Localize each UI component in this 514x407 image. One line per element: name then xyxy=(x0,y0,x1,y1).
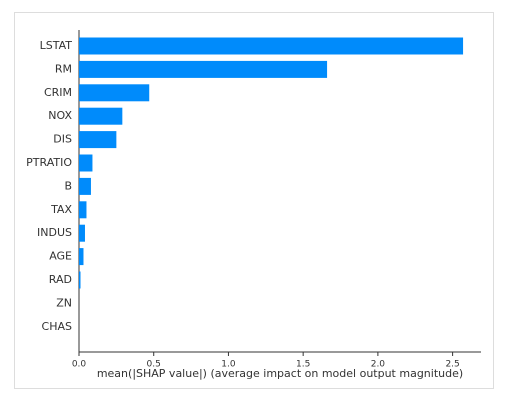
x-tick-label: 0.5 xyxy=(147,360,161,370)
y-tick-label: TAX xyxy=(50,203,72,216)
y-tick-label: CRIM xyxy=(44,86,72,99)
x-tick-label: 1.5 xyxy=(296,360,310,370)
x-tick-label: 2.0 xyxy=(371,360,386,370)
bar xyxy=(79,224,85,242)
y-tick-label: CHAS xyxy=(42,320,72,333)
x-tick-label: 2.5 xyxy=(445,360,459,370)
bar xyxy=(79,248,84,266)
bar xyxy=(79,154,93,172)
y-tick-label: AGE xyxy=(49,250,72,263)
bar xyxy=(79,131,117,149)
x-tick-label: 0.0 xyxy=(72,360,87,370)
bar xyxy=(79,37,464,55)
y-tick-label: INDUS xyxy=(37,226,72,239)
bar xyxy=(79,107,123,125)
bar xyxy=(79,271,81,289)
x-axis-label: mean(|SHAP value|) (average impact on mo… xyxy=(97,367,463,380)
y-tick-label: RAD xyxy=(49,273,72,286)
y-tick-label: NOX xyxy=(48,109,72,122)
x-tick-label: 1.0 xyxy=(221,360,236,370)
bar xyxy=(79,84,150,102)
y-tick-label: B xyxy=(64,179,72,192)
bar xyxy=(79,60,328,78)
y-tick-label: PTRATIO xyxy=(26,156,72,169)
y-tick-label: DIS xyxy=(53,133,72,146)
bar xyxy=(79,201,87,219)
y-tick-label: RM xyxy=(55,62,72,75)
y-tick-label: ZN xyxy=(56,296,72,309)
bar xyxy=(79,177,91,195)
y-tick-label: LSTAT xyxy=(40,39,73,52)
